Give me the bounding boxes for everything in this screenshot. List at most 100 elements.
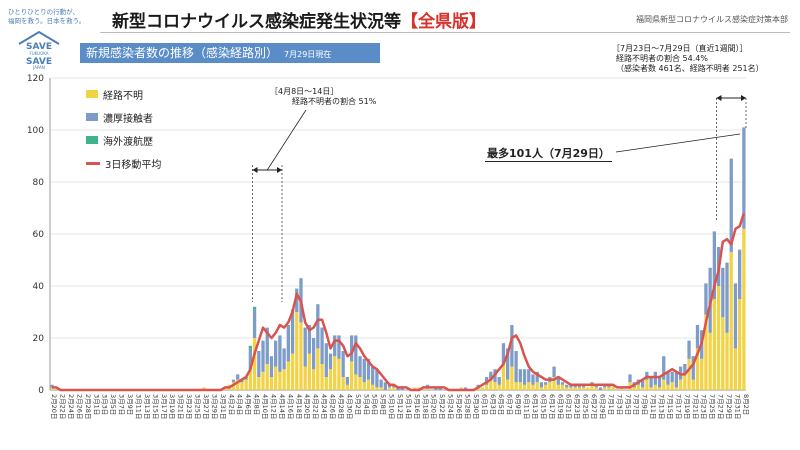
x-tick-label: 2月22日 [59, 394, 67, 419]
bar-segment-unknown [674, 387, 679, 390]
bar-segment-contact [552, 366, 556, 377]
x-tick-label: 3月17日 [160, 394, 168, 419]
legend-swatch-overseas [86, 136, 98, 144]
x-tick-label: 7月27日 [717, 394, 725, 419]
x-tick-label: 3月7日 [118, 394, 126, 415]
x-tick-label: 4月26日 [329, 394, 337, 419]
bar-segment-contact [463, 387, 468, 390]
bar-segment-unknown [678, 379, 683, 390]
bar-segment-unknown [252, 338, 257, 390]
bar-segment-contact [641, 379, 645, 388]
x-tick-label: 6月19日 [556, 394, 564, 419]
bar-segment-unknown [510, 366, 514, 390]
bar-segment-unknown [480, 387, 485, 390]
x-tick-label: 6月23日 [573, 394, 581, 419]
x-tick-label: 3月3日 [101, 394, 109, 415]
x-tick-label: 7月13日 [658, 394, 666, 419]
x-tick-label: 5月28日 [463, 394, 471, 419]
bar-segment-unknown [611, 384, 615, 390]
x-tick-label: 7月25日 [708, 394, 716, 419]
bar-segment-unknown [586, 387, 590, 390]
bar-segment-contact [674, 371, 679, 388]
x-tick-label: 2月28日 [84, 394, 92, 419]
bar-segment-unknown [662, 379, 666, 390]
bar-segment-contact [695, 325, 700, 349]
x-tick-label: 7月19日 [683, 394, 691, 419]
bar-segment-unknown [645, 379, 649, 390]
x-tick-label: 4月6日 [244, 394, 252, 415]
as-of-date: 7月29日現在 [284, 50, 332, 59]
annotation-april: ［4月8日～14日］ 経路不明者の割合 51% [270, 87, 376, 107]
bar-segment-contact [383, 382, 387, 390]
bar-segment-unknown [328, 369, 333, 390]
bar-segment-unknown [265, 364, 269, 390]
bar-segment-unknown [202, 387, 206, 390]
bar-segment-contact [252, 309, 257, 338]
x-tick-label: 5月6日 [371, 394, 379, 415]
bar-segment-unknown [295, 312, 299, 390]
bar-segment-unknown [311, 369, 316, 390]
bar-segment-unknown [387, 387, 392, 390]
x-tick-label: 3月5日 [109, 394, 117, 415]
bar-segment-unknown [489, 379, 493, 390]
bar-segment-contact [569, 384, 573, 388]
bar-segment-contact [345, 377, 350, 385]
bar-segment-contact [379, 379, 383, 388]
x-tick-label: 6月5日 [497, 394, 505, 415]
bar-segment-unknown [341, 377, 345, 390]
bar-segment-unknown [738, 299, 742, 390]
bar-segment-contact [514, 351, 518, 383]
x-tick-label: 7月23日 [700, 394, 708, 419]
bar-segment-unknown [527, 382, 531, 390]
bar-segment-contact [729, 158, 733, 253]
y-tick-label: 80 [33, 178, 45, 188]
x-tick-label: 5月18日 [421, 394, 429, 419]
bar-segment-unknown [257, 377, 261, 390]
bar-segment-unknown [345, 384, 350, 390]
bar-segment-contact [501, 343, 506, 364]
x-tick-label: 4月20日 [303, 394, 311, 419]
bar-segment-unknown [742, 228, 746, 390]
logo-line: SAVE [26, 42, 52, 52]
bar-segment-unknown [603, 387, 607, 390]
bar-segment-unknown [501, 364, 506, 390]
x-tick-label: 6月21日 [565, 394, 573, 419]
x-tick-label: 3月9日 [126, 394, 134, 415]
bar-segment-contact [565, 384, 569, 388]
bar-segment-unknown [261, 371, 265, 390]
bar-segment-contact [733, 283, 738, 349]
x-tick-label: 6月13日 [531, 394, 539, 419]
bar-segment-unknown [413, 387, 417, 390]
bar-segment-contact [295, 288, 299, 312]
bar-segment-unknown [354, 374, 358, 390]
bar-segment-unknown [581, 387, 586, 390]
bar-segment-unknown [290, 353, 295, 390]
x-tick-label: 4月4日 [236, 394, 244, 415]
arrow-head [252, 167, 258, 173]
bar-segment-unknown [653, 384, 657, 390]
bar-segment-contact [704, 283, 708, 315]
bar-segment-unknown [50, 387, 54, 390]
bar-segment-contact [721, 267, 725, 318]
bar-segment-unknown [695, 348, 700, 390]
x-tick-label: 4月14日 [278, 394, 286, 419]
x-tick-label: 4月28日 [337, 394, 345, 419]
bar-segment-contact [603, 384, 607, 388]
bar-segment-unknown [535, 382, 539, 390]
bar-segment-contact [274, 340, 278, 367]
legend-swatch-average [86, 161, 100, 165]
arrow-head [716, 95, 722, 101]
x-tick-label: 7月5日 [624, 394, 632, 415]
bar-segment-contact [290, 309, 295, 354]
x-tick-label: 2月26日 [75, 394, 83, 419]
bar-segment-unknown [371, 384, 375, 390]
x-tick-label: 4月22日 [312, 394, 320, 419]
x-tick-label: 2月24日 [67, 394, 75, 419]
bar-segment-contact [257, 351, 261, 377]
legend-label: 3日移動平均 [105, 159, 162, 171]
x-tick-label: 7月31日 [733, 394, 741, 419]
x-tick-label: 5月20日 [430, 394, 438, 419]
bar-segment-contact [303, 327, 307, 367]
bar-segment-unknown [316, 348, 320, 390]
bar-segment-contact [531, 374, 535, 385]
